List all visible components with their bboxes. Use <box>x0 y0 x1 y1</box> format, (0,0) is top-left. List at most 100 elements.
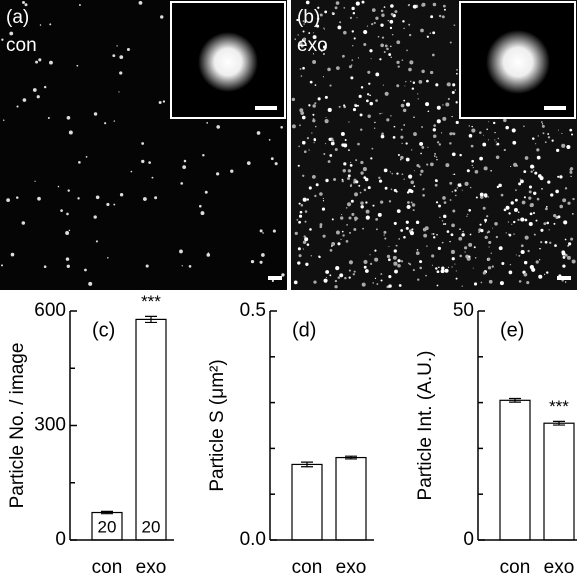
speckle <box>494 221 498 226</box>
speckle <box>391 172 394 175</box>
speckle <box>1 38 4 41</box>
speckle <box>438 266 440 268</box>
speckle <box>302 174 305 177</box>
speckle <box>433 236 436 239</box>
speckle <box>523 196 526 199</box>
speckle <box>429 32 432 34</box>
speckle <box>519 178 521 180</box>
speckle <box>431 264 433 266</box>
count-label: 20 <box>98 517 117 536</box>
speckle <box>544 273 546 275</box>
speckle <box>415 251 420 256</box>
bar <box>499 399 531 541</box>
speckle <box>551 139 554 142</box>
speckle <box>272 229 276 233</box>
speckle <box>454 189 457 192</box>
speckle <box>24 3 28 7</box>
speckle <box>557 129 559 131</box>
x-tick-label: con <box>92 557 123 578</box>
speckle <box>113 120 116 122</box>
speckle <box>417 98 419 100</box>
scale-bar <box>557 276 571 280</box>
speckle <box>182 165 187 170</box>
speckle <box>387 20 389 22</box>
speckle <box>530 170 533 173</box>
speckle <box>403 235 406 239</box>
speckle <box>10 252 15 257</box>
speckle <box>400 135 404 139</box>
speckle <box>393 249 397 253</box>
speckle <box>365 209 370 214</box>
speckle <box>113 203 116 206</box>
speckle <box>406 49 408 52</box>
speckle <box>483 193 488 197</box>
speckle <box>400 155 404 160</box>
speckle <box>433 124 436 127</box>
speckle <box>361 282 366 287</box>
speckle <box>347 177 350 180</box>
speckle <box>536 197 540 201</box>
speckle <box>482 206 486 210</box>
speckle <box>473 282 478 286</box>
speckle <box>440 269 445 274</box>
speckle <box>423 233 428 238</box>
speckle <box>431 53 435 57</box>
speckle <box>375 99 378 102</box>
speckle <box>349 16 353 20</box>
speckle <box>426 35 429 38</box>
speckle <box>319 13 323 17</box>
speckle <box>436 105 441 110</box>
speckle <box>435 156 438 158</box>
speckle <box>464 251 466 253</box>
speckle <box>400 229 404 232</box>
speckle <box>188 265 192 268</box>
speckle <box>356 217 359 220</box>
speckle <box>449 132 453 136</box>
speckle <box>539 247 541 250</box>
speckle <box>158 101 162 104</box>
speckle <box>400 159 402 161</box>
speckle <box>314 194 317 198</box>
speckle <box>449 199 452 201</box>
speckle <box>294 231 298 235</box>
speckle <box>340 132 345 136</box>
speckle <box>302 240 307 245</box>
speckle <box>509 263 512 266</box>
speckle <box>564 238 567 241</box>
speckle <box>302 37 307 41</box>
speckle <box>572 213 574 215</box>
speckle <box>480 281 483 284</box>
speckle <box>350 76 354 80</box>
speckle <box>350 183 352 186</box>
speckle <box>374 277 377 280</box>
speckle <box>390 4 394 8</box>
error-bar <box>509 397 521 403</box>
speckle <box>404 85 406 87</box>
speckle <box>459 153 462 157</box>
speckle <box>397 153 400 157</box>
speckle <box>322 234 326 238</box>
speckle <box>482 142 487 147</box>
speckle <box>393 125 396 128</box>
speckle <box>401 142 403 145</box>
speckle <box>377 35 380 38</box>
speckle <box>571 133 574 136</box>
speckle <box>434 152 437 155</box>
speckle <box>322 197 324 199</box>
speckle <box>1 264 4 267</box>
speckle <box>490 252 492 254</box>
speckle <box>468 134 473 138</box>
speckle <box>568 242 572 246</box>
speckle <box>491 265 494 268</box>
speckle <box>291 97 296 102</box>
speckle <box>508 233 510 235</box>
speckle <box>523 125 525 128</box>
speckle <box>556 148 560 152</box>
speckle <box>511 223 513 225</box>
speckle <box>353 270 356 273</box>
speckle <box>347 169 351 173</box>
speckle <box>371 23 374 26</box>
speckle <box>397 65 400 68</box>
speckle <box>141 159 145 164</box>
speckle <box>508 212 511 215</box>
